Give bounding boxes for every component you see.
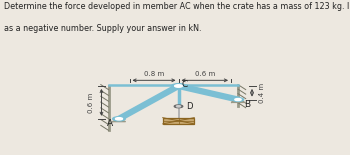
Circle shape [174,105,183,108]
Bar [163,118,194,124]
Text: C: C [182,80,188,89]
Text: 0.6 m: 0.6 m [88,92,94,113]
Text: A: A [107,119,113,128]
Text: Determine the force developed in member AC when the crate has a mass of 123 kg. : Determine the force developed in member … [4,2,350,11]
Text: 0.6 m: 0.6 m [195,71,215,77]
Text: as a negative number. Supply your answer in kN.: as a negative number. Supply your answer… [4,24,201,33]
Circle shape [232,98,244,101]
Text: 0.4 m: 0.4 m [259,83,266,103]
Circle shape [172,84,186,88]
Circle shape [175,85,182,87]
Circle shape [116,118,122,120]
Circle shape [235,99,241,101]
Text: D: D [186,102,193,111]
Circle shape [176,106,181,107]
Circle shape [113,117,125,121]
Text: 0.8 m: 0.8 m [144,71,164,77]
Text: B: B [244,100,250,109]
